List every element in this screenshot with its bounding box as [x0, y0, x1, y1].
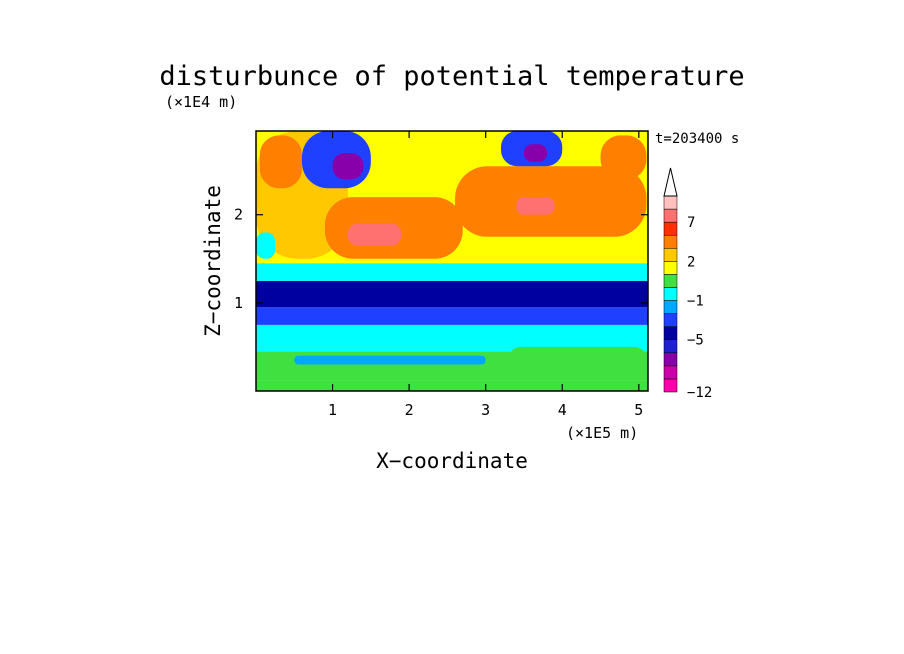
x-axis-label: X−coordinate — [376, 449, 528, 473]
colorbar-swatch-11 — [663, 234, 678, 249]
axes: 1 2 3 4 5 1 2 — [234, 131, 648, 419]
contour-region-3 — [256, 307, 648, 325]
colorbar: −12−5−127 — [663, 167, 712, 401]
colorbar-swatch-12 — [663, 221, 678, 236]
x-tick-label-4: 5 — [634, 401, 643, 419]
time-label: t=203400 s — [655, 131, 739, 147]
chart-title: disturbunce of potential temperature — [159, 61, 744, 92]
contour-region-15 — [332, 153, 364, 180]
x-tick-label-2: 3 — [481, 401, 490, 419]
contour-field — [256, 131, 648, 391]
contour-region-5 — [256, 263, 648, 281]
colorbar-label-2: −1 — [687, 294, 704, 310]
colorbar-label-0: −12 — [687, 385, 712, 401]
x-unit-label: (×1E5 m) — [566, 424, 638, 442]
x-tick-label-3: 4 — [558, 401, 567, 419]
y-tick-label-0: 1 — [234, 294, 243, 312]
colorbar-swatch-7 — [663, 287, 678, 301]
colorbar-swatch-13 — [663, 208, 678, 223]
x-tick-label-1: 2 — [405, 401, 414, 419]
colorbar-swatch-8 — [663, 274, 678, 288]
colorbar-swatch-9 — [663, 261, 678, 275]
colorbar-swatch-6 — [663, 300, 678, 314]
y-unit-label: (×1E4 m) — [165, 93, 237, 111]
colorbar-swatch-2 — [663, 352, 678, 367]
contour-region-4 — [256, 280, 648, 308]
contour-region-9 — [347, 223, 402, 246]
colorbar-swatch-5 — [663, 313, 678, 327]
contour-region-10 — [259, 135, 302, 189]
contour-region-17 — [523, 144, 547, 162]
x-tick-label-0: 1 — [328, 401, 337, 419]
colorbar-swatch-4 — [663, 326, 678, 340]
contour-region-18 — [256, 232, 276, 259]
colorbar-swatch-3 — [663, 339, 678, 354]
contour-region-12 — [516, 197, 555, 215]
contour-region-20 — [508, 346, 647, 374]
colorbar-label-1: −5 — [687, 333, 704, 349]
colorbar-swatch-10 — [663, 248, 678, 262]
colorbar-swatch-0 — [663, 378, 678, 393]
contour-region-19 — [294, 355, 486, 365]
colorbar-extend-arrow — [663, 167, 678, 197]
y-tick-label-1: 2 — [234, 206, 243, 224]
contour-region-13 — [600, 135, 647, 180]
contour-region-0 — [256, 380, 648, 391]
colorbar-label-3: 2 — [687, 254, 695, 270]
y-axis-label: Z−coordinate — [201, 185, 225, 337]
plot-frame — [255, 130, 649, 392]
colorbar-swatch-1 — [663, 365, 678, 380]
colorbar-label-4: 7 — [687, 215, 695, 231]
colorbar-swatch-14 — [663, 195, 678, 210]
